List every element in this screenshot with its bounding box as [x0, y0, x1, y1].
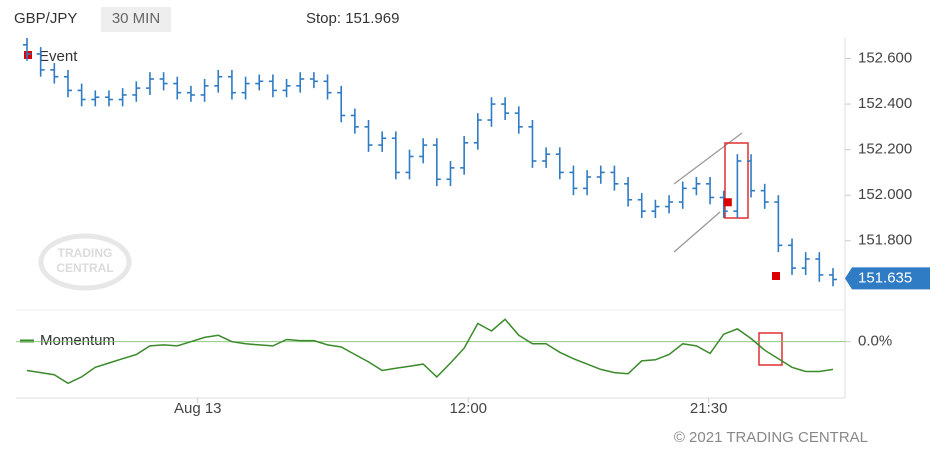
interval-box[interactable] — [101, 7, 171, 32]
stop-marker — [723, 198, 732, 207]
y-tick-label: 0.0% — [858, 333, 892, 350]
watermark: TRADING CENTRAL — [38, 233, 132, 291]
highlight-box — [724, 142, 749, 219]
interval[interactable]: 30 MIN — [112, 10, 160, 27]
y-tick-label: 152.400 — [858, 95, 912, 112]
x-tick-label: 12:00 — [449, 400, 487, 417]
y-tick-label: 151.800 — [858, 232, 912, 249]
highlight-box — [758, 332, 783, 366]
x-tick-label: 21:30 — [690, 400, 728, 417]
momentum-line — [26, 318, 834, 385]
watermark-text: CENTRAL — [56, 261, 113, 275]
channel-line — [673, 132, 743, 185]
y-tick-label: 152.200 — [858, 141, 912, 158]
signal-marker — [772, 272, 780, 280]
stop-label: Stop: 151.969 — [306, 10, 399, 27]
last-price-label: 151.635 — [858, 269, 912, 286]
x-tick-label: Aug 13 — [174, 400, 222, 417]
last-price-badge — [845, 267, 930, 290]
channel-line — [673, 211, 721, 253]
watermark-text: TRADING — [58, 246, 113, 260]
y-tick-label: 152.000 — [858, 186, 912, 203]
symbol: GBP/JPY — [14, 10, 77, 27]
event-marker — [24, 51, 32, 59]
copyright: © 2021 TRADING CENTRAL — [674, 429, 868, 446]
event-label: Event — [39, 48, 78, 65]
legend-label: Momentum — [40, 332, 115, 349]
y-tick-label: 152.600 — [858, 49, 912, 66]
